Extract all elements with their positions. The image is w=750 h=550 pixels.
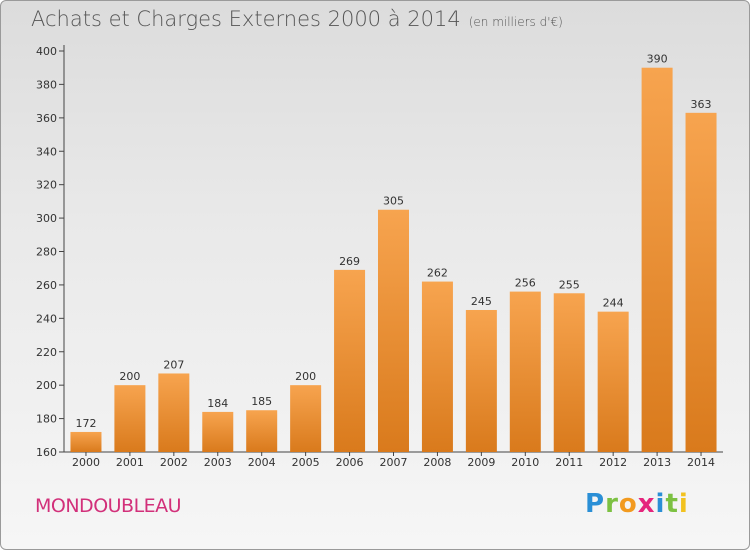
bar-value-label: 269 xyxy=(339,255,360,268)
bar-value-label: 305 xyxy=(383,195,404,208)
logo-letter-1: P xyxy=(585,489,606,519)
logo-letter-6: t xyxy=(665,489,679,519)
x-tick-label: 2012 xyxy=(599,456,627,469)
y-tick-label: 200 xyxy=(36,379,57,392)
x-tick-label: 2006 xyxy=(336,456,364,469)
chart-subtitle: (en milliers d'€) xyxy=(468,15,563,29)
chart-labels: 172 2000 200 2001 207 2002 184 2003 185 2004 200 20… xyxy=(72,53,715,469)
bar-2001 xyxy=(114,385,146,452)
bar-2000 xyxy=(70,431,102,452)
bar-2003 xyxy=(202,411,234,452)
bar-value-label: 185 xyxy=(251,395,272,408)
logo-letter-4: x xyxy=(637,489,656,519)
bar-value-label: 245 xyxy=(471,295,492,308)
bar-value-label: 262 xyxy=(427,267,448,280)
logo-letter-2: r xyxy=(605,489,619,519)
logo-letter-5: i xyxy=(655,489,666,519)
x-tick-label: 2000 xyxy=(72,456,100,469)
y-tick-label: 320 xyxy=(36,179,57,192)
y-tick-label: 280 xyxy=(36,246,57,259)
x-tick-label: 2008 xyxy=(423,456,451,469)
chart-bars xyxy=(70,67,717,452)
y-tick-label: 300 xyxy=(36,212,57,225)
y-tick-label: 220 xyxy=(36,346,57,359)
bar-value-label: 363 xyxy=(691,98,712,111)
bar-value-label: 390 xyxy=(647,53,668,66)
x-tick-label: 2002 xyxy=(160,456,188,469)
x-tick-label: 2011 xyxy=(555,456,583,469)
x-tick-label: 2005 xyxy=(292,456,320,469)
logo-letter-3: o xyxy=(618,489,638,519)
bar-2005 xyxy=(290,385,322,452)
commune-name: MONDOUBLEAU xyxy=(35,495,182,517)
bar-value-label: 255 xyxy=(559,278,580,291)
bar-value-label: 172 xyxy=(75,417,96,430)
x-tick-label: 2004 xyxy=(248,456,276,469)
bar-value-label: 184 xyxy=(207,397,228,410)
bar-2002 xyxy=(158,373,190,452)
bar-value-label: 256 xyxy=(515,277,536,290)
y-tick-label: 260 xyxy=(36,279,57,292)
bar-2009 xyxy=(465,309,497,452)
bar-2014 xyxy=(685,112,717,452)
chart-title: Achats et Charges Externes 2000 à 2014 (e… xyxy=(31,7,563,31)
bar-2011 xyxy=(553,293,585,452)
chart-title-text: Achats et Charges Externes 2000 à 2014 xyxy=(31,7,461,31)
bar-2008 xyxy=(421,281,453,452)
bar-value-label: 200 xyxy=(119,370,140,383)
x-tick-label: 2007 xyxy=(380,456,408,469)
x-tick-label: 2009 xyxy=(467,456,495,469)
y-tick-label: 180 xyxy=(36,413,57,426)
logo-letter-7: i xyxy=(678,489,689,519)
bar-2007 xyxy=(378,209,409,452)
bar-2004 xyxy=(246,410,278,452)
bar-2006 xyxy=(334,269,366,452)
y-tick-label: 400 xyxy=(36,45,57,58)
x-tick-label: 2010 xyxy=(511,456,539,469)
x-tick-label: 2003 xyxy=(204,456,232,469)
bar-value-label: 244 xyxy=(603,297,624,310)
bar-value-label: 207 xyxy=(163,358,184,371)
chart-axes: 160 180 200 220 240 260 280 300 320 340 360 380 400 xyxy=(36,45,723,459)
x-tick-label: 2013 xyxy=(643,456,671,469)
y-tick-label: 160 xyxy=(36,446,57,459)
x-tick-label: 2014 xyxy=(687,456,715,469)
bar-2010 xyxy=(509,291,541,452)
proxiti-logo: Proxiti xyxy=(585,489,689,519)
y-tick-label: 360 xyxy=(36,112,57,125)
bar-value-label: 200 xyxy=(295,370,316,383)
x-tick-label: 2001 xyxy=(116,456,144,469)
bar-2012 xyxy=(597,311,629,452)
y-tick-label: 240 xyxy=(36,312,57,325)
bar-2013 xyxy=(641,67,673,452)
y-tick-label: 380 xyxy=(36,78,57,91)
y-tick-label: 340 xyxy=(36,145,57,158)
